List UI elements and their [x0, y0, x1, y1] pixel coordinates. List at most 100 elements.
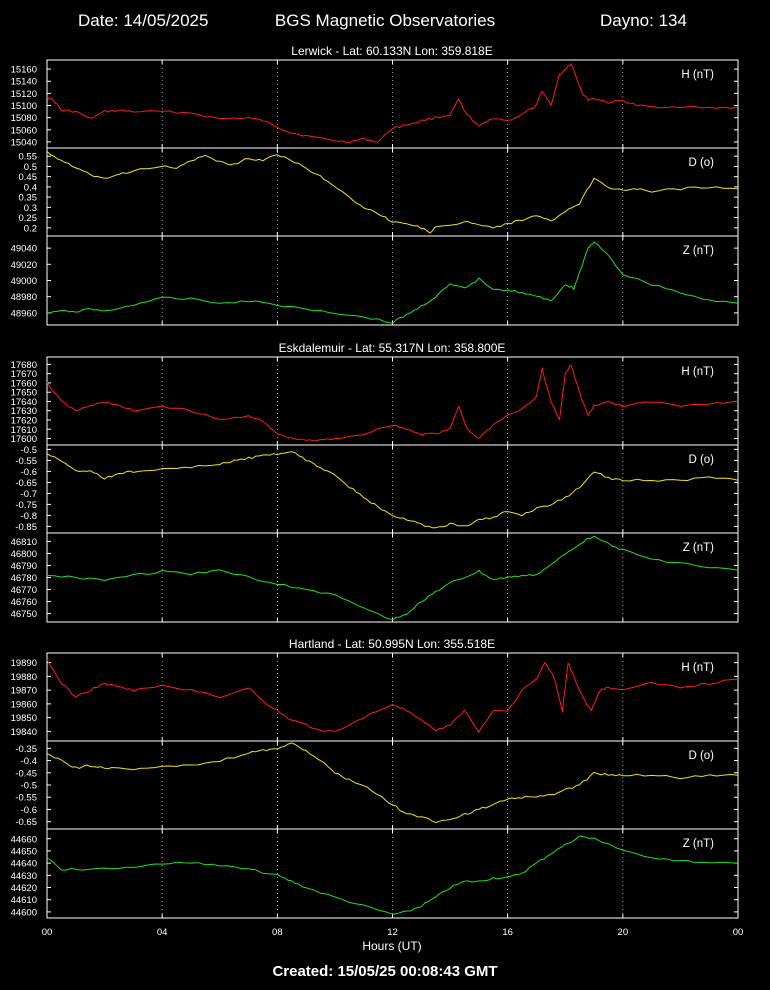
- created-timestamp: Created: 15/05/25 00:08:43 GMT: [272, 963, 497, 980]
- y-tick-label: 0.2: [24, 223, 37, 234]
- panel-label: D (o): [688, 750, 714, 762]
- y-tick-label: 17670: [11, 369, 37, 380]
- y-tick-label: 46800: [11, 549, 37, 560]
- y-tick-label: 17600: [11, 434, 37, 445]
- y-tick-label: 0.35: [19, 193, 38, 204]
- y-tick-label: 48960: [11, 308, 37, 319]
- y-tick-label: 15100: [11, 101, 37, 112]
- x-tick-label: 12: [387, 927, 398, 938]
- series-line: [46, 151, 739, 234]
- y-tick-label: -0.65: [15, 817, 37, 828]
- x-tick-label: 04: [157, 927, 168, 938]
- y-tick-label: 44650: [11, 846, 37, 857]
- station-0: Lerwick - Lat: 60.133N Lon: 359.818E1516…: [11, 44, 739, 326]
- panel-1: -0.35-0.4-0.45 -0.5-0.55-0.6-0.65 D (o): [15, 740, 739, 830]
- y-tick-label: 46770: [11, 585, 37, 596]
- y-tick-label: 49020: [11, 260, 37, 271]
- y-tick-label: 46790: [11, 561, 37, 572]
- series-line: [46, 659, 739, 733]
- date-label: Date: 14/05/2025: [78, 11, 208, 30]
- y-tick-label: 0.45: [19, 172, 38, 183]
- y-tick-label: 44620: [11, 883, 37, 894]
- y-tick-label: 15080: [11, 113, 37, 124]
- x-tick-label: 20: [618, 927, 629, 938]
- y-tick-label: -0.5: [21, 781, 37, 792]
- y-tick-label: -0.55: [15, 793, 37, 804]
- series-line: [46, 835, 739, 915]
- y-tick-label: 46810: [11, 537, 37, 548]
- y-tick-label: 15060: [11, 125, 37, 136]
- y-tick-label: 17660: [11, 378, 37, 389]
- panel-0: 19890 19880 19870 19860 19850 19840 H (nT): [11, 652, 739, 742]
- y-tick-label: 15040: [11, 137, 37, 148]
- x-tick-label: 00: [42, 927, 53, 938]
- y-tick-label: 44640: [11, 859, 37, 870]
- y-tick-label: -0.35: [15, 744, 37, 755]
- x-axis: 00 04 08 12 16 20 00: [42, 927, 744, 938]
- y-tick-label: -0.55: [15, 456, 37, 467]
- y-tick-label: 0.55: [19, 152, 38, 163]
- y-tick-label: 19870: [11, 686, 37, 697]
- y-tick-label: 17640: [11, 397, 37, 408]
- dayno-label: Dayno: 134: [600, 11, 687, 30]
- panel-2: 49040 49020 49000 48980 48960 Z (nT): [11, 235, 739, 326]
- y-tick-label: 19850: [11, 713, 37, 724]
- y-tick-label: -0.6: [21, 805, 37, 816]
- y-tick-label: 0.5: [24, 162, 37, 173]
- station-1: Eskdalemuir - Lat: 55.317N Lon: 358.800E…: [11, 341, 739, 623]
- panel-label: Z (nT): [683, 245, 714, 257]
- y-tick-label: 19860: [11, 699, 37, 710]
- y-tick-label: 17610: [11, 425, 37, 436]
- y-tick-label: -0.45: [15, 768, 37, 779]
- series-line: [46, 742, 739, 824]
- figure-title: BGS Magnetic Observatories: [275, 11, 495, 30]
- panel-label: D (o): [688, 157, 714, 169]
- y-tick-label: -0.85: [15, 522, 37, 533]
- y-tick-label: 17680: [11, 360, 37, 371]
- y-tick-label: -0.65: [15, 478, 37, 489]
- x-tick-label: 08: [272, 927, 283, 938]
- y-tick-label: 44610: [11, 895, 37, 906]
- station-groups: Lerwick - Lat: 60.133N Lon: 359.818E1516…: [11, 44, 739, 919]
- station-2: Hartland - Lat: 50.995N Lon: 355.518E 198…: [11, 637, 739, 919]
- series-line: [46, 364, 739, 442]
- y-tick-label: 44600: [11, 907, 37, 918]
- y-tick-label: 44630: [11, 871, 37, 882]
- x-tick-label: 00: [733, 927, 744, 938]
- y-tick-label: 46760: [11, 597, 37, 608]
- panel-1: 0.550.50.450.40.350.30.250.2 D (o): [19, 147, 739, 237]
- y-tick-label: -0.75: [15, 500, 37, 511]
- y-tick-label: 46780: [11, 573, 37, 584]
- station-title: Lerwick - Lat: 60.133N Lon: 359.818E: [291, 44, 492, 58]
- y-tick-label: 17620: [11, 415, 37, 426]
- series-line: [46, 535, 739, 621]
- y-tick-label: -0.5: [21, 445, 37, 456]
- y-tick-label: 46750: [11, 609, 37, 620]
- y-tick-label: 49040: [11, 244, 37, 255]
- panel-label: H (nT): [681, 662, 714, 674]
- panel-label: H (nT): [681, 366, 714, 378]
- y-tick-label: 19880: [11, 672, 37, 683]
- station-title: Hartland - Lat: 50.995N Lon: 355.518E: [289, 637, 495, 651]
- series-line: [46, 63, 739, 144]
- y-tick-label: -0.6: [21, 467, 37, 478]
- y-tick-label: 48980: [11, 292, 37, 303]
- y-tick-label: 0.3: [24, 203, 37, 214]
- y-tick-label: 15120: [11, 89, 37, 100]
- series-line: [47, 241, 739, 324]
- panel-0: 1768017670176601765017640176301762017610…: [11, 356, 739, 446]
- y-tick-label: 17650: [11, 388, 37, 399]
- y-tick-label: 19840: [11, 727, 37, 738]
- panel-label: H (nT): [681, 69, 714, 81]
- y-tick-label: -0.4: [21, 756, 37, 767]
- panel-label: Z (nT): [683, 542, 714, 554]
- x-axis-label: Hours (UT): [362, 939, 421, 953]
- y-tick-label: 44660: [11, 834, 37, 845]
- panel-label: Z (nT): [683, 838, 714, 850]
- x-tick-label: 16: [502, 927, 513, 938]
- y-tick-label: 17630: [11, 406, 37, 417]
- y-tick-label: 15140: [11, 77, 37, 88]
